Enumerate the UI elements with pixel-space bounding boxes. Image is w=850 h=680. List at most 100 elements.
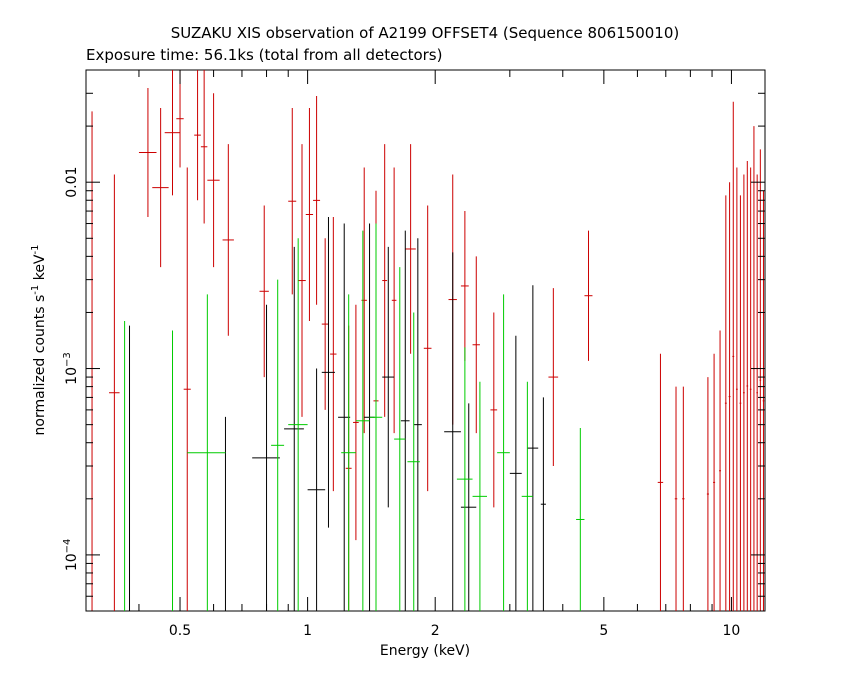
data-point: [305, 108, 314, 321]
data-point: [719, 330, 722, 611]
data-point: [444, 252, 461, 611]
data-point: [288, 238, 308, 611]
data-point: [405, 144, 416, 354]
y-axis-label-exp2: -1: [30, 245, 41, 255]
data-point: [391, 167, 397, 434]
data-point: [728, 182, 731, 611]
data-point: [152, 108, 169, 268]
data-point: [460, 403, 477, 611]
data-point: [706, 377, 709, 611]
data-point: [739, 195, 742, 611]
data-point: [382, 246, 395, 508]
data-point: [540, 397, 546, 611]
data-point: [509, 335, 522, 611]
data-point: [259, 205, 269, 378]
data-layer: [91, 70, 765, 611]
y-axis-label: normalized counts s-1 keV-1: [30, 245, 48, 436]
y-tick-exp: −4: [62, 539, 73, 554]
data-point: [321, 238, 329, 410]
data-point: [749, 167, 752, 611]
data-point: [307, 368, 326, 611]
data-point: [732, 101, 735, 611]
data-point: [460, 211, 469, 361]
data-point: [746, 160, 749, 611]
data-point: [735, 167, 738, 611]
data-point: [682, 386, 685, 611]
data-point: [355, 230, 370, 611]
data-point: [252, 304, 280, 611]
y-tick-label: 0.01: [64, 167, 80, 198]
y-tick-base: 10: [64, 553, 80, 571]
y-tick-exp: −3: [62, 352, 73, 367]
data-point: [361, 167, 367, 434]
y-tick-label: 10−4: [62, 539, 80, 572]
plot-frame: [85, 69, 766, 612]
data-point: [407, 312, 420, 611]
data-point: [472, 381, 487, 611]
data-point: [743, 174, 745, 611]
data-point: [521, 381, 533, 611]
data-point: [187, 294, 226, 611]
data-point: [394, 267, 406, 611]
y-axis-label-mid: keV: [32, 254, 48, 285]
data-point: [527, 285, 539, 611]
data-point: [313, 96, 321, 305]
data-point: [200, 70, 208, 224]
data-point: [490, 312, 498, 508]
data-point: [472, 256, 480, 434]
x-tick-label: 0.5: [169, 623, 191, 639]
data-point: [288, 108, 297, 295]
data-point: [109, 174, 120, 611]
data-point: [382, 144, 388, 417]
data-point: [330, 217, 337, 492]
series-0: [91, 70, 765, 611]
data-point: [207, 93, 220, 268]
data-point: [713, 353, 716, 611]
data-point: [759, 149, 762, 611]
data-point: [176, 70, 184, 168]
data-point: [271, 279, 285, 611]
data-point: [724, 195, 727, 611]
y-axis-label-exp1: -1: [30, 285, 41, 295]
series-2: [124, 223, 585, 611]
y-axis-label-main: normalized counts s: [32, 295, 48, 436]
series-1: [129, 217, 546, 611]
data-point: [548, 288, 559, 466]
data-point: [762, 190, 765, 611]
data-point: [353, 304, 359, 541]
x-tick-label: 10: [723, 623, 741, 639]
x-tick-label: 5: [599, 623, 608, 639]
data-point: [341, 294, 356, 611]
data-point: [657, 353, 664, 611]
data-point: [338, 223, 351, 611]
x-tick-label: 1: [303, 623, 312, 639]
tick-layer: [85, 69, 765, 612]
data-point: [400, 230, 410, 611]
x-axis-label: Energy (keV): [380, 643, 470, 659]
data-point: [413, 238, 422, 611]
data-point: [674, 386, 678, 611]
data-point: [423, 205, 432, 492]
data-point: [164, 70, 181, 196]
data-point: [584, 230, 593, 361]
chart-title: SUZAKU XIS observation of A2199 OFFSET4 …: [171, 24, 679, 42]
x-tick-label: 2: [431, 623, 440, 639]
data-point: [369, 223, 383, 611]
y-tick-base: 10: [64, 367, 80, 385]
data-point: [497, 294, 510, 611]
data-point: [284, 246, 304, 611]
y-tick-label: 10−3: [62, 352, 80, 385]
data-point: [222, 144, 234, 336]
data-point: [576, 427, 585, 611]
data-point: [298, 144, 306, 417]
data-point: [756, 174, 758, 611]
data-point: [321, 217, 335, 528]
chart-subtitle: Exposure time: 56.1ks (total from all de…: [86, 46, 442, 64]
data-point: [194, 70, 201, 201]
data-point: [138, 88, 157, 218]
data-point: [456, 347, 473, 611]
data-point: [183, 167, 191, 611]
y-tick-base: 0.01: [64, 167, 80, 198]
